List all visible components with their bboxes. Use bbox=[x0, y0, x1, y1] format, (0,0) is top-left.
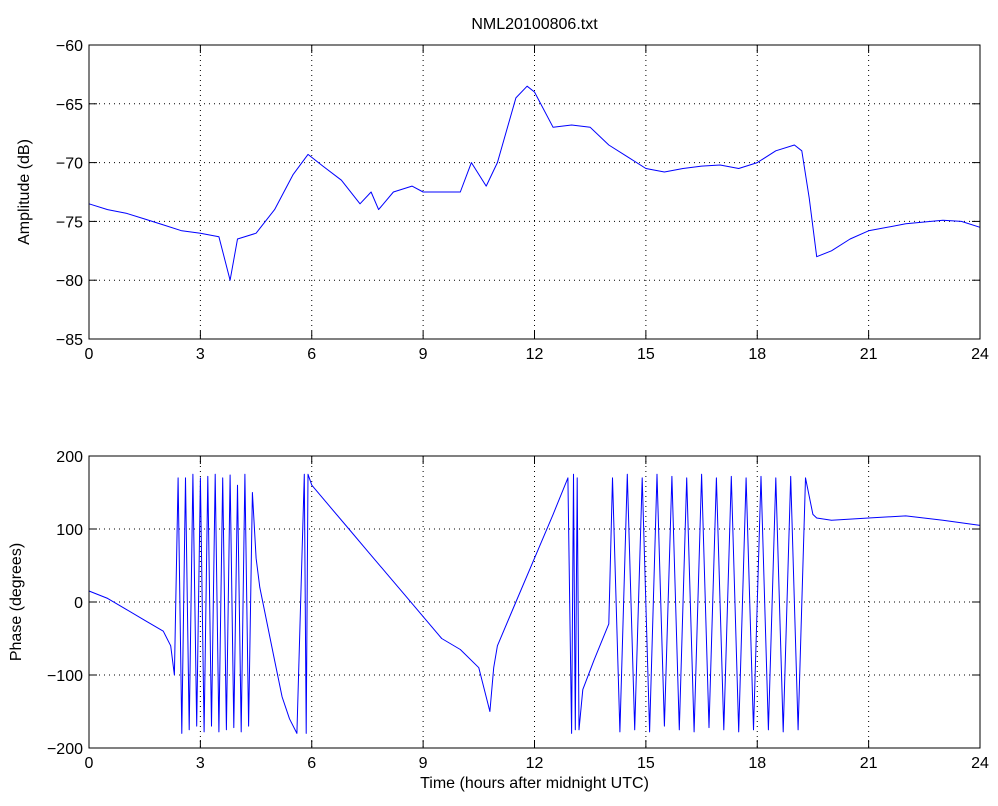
phase-y-tick-label: −100 bbox=[47, 668, 83, 685]
phase-x-tick-label: 0 bbox=[85, 755, 94, 772]
amplitude-y-tick-label: −60 bbox=[56, 38, 83, 55]
phase-y-tick-label: 0 bbox=[74, 595, 83, 612]
phase-x-tick-label: 24 bbox=[971, 755, 989, 772]
amplitude-series-line bbox=[88, 85, 981, 281]
amplitude-x-tick-label: 12 bbox=[526, 346, 544, 363]
amplitude-x-tick-label: 24 bbox=[971, 346, 989, 363]
phase-x-tick-label: 15 bbox=[637, 755, 655, 772]
amplitude-x-tick-label: 21 bbox=[860, 346, 878, 363]
amplitude-y-tick-label: −85 bbox=[56, 332, 83, 349]
phase-x-axis-label: Time (hours after midnight UTC) bbox=[420, 775, 649, 792]
phase-y-tick-label: −200 bbox=[47, 741, 83, 758]
phase-x-tick-label: 3 bbox=[196, 755, 205, 772]
amplitude-x-tick-label: 3 bbox=[196, 346, 205, 363]
amplitude-y-tick-label: −70 bbox=[56, 156, 83, 173]
figure-title: NML20100806.txt bbox=[471, 16, 598, 33]
phase-x-tick-label: 9 bbox=[419, 755, 428, 772]
phase-x-tick-label: 12 bbox=[526, 755, 544, 772]
amplitude-x-tick-label: 9 bbox=[419, 346, 428, 363]
amplitude-y-tick-label: −65 bbox=[56, 97, 83, 114]
phase-series-line bbox=[88, 473, 981, 734]
amplitude-x-tick-label: 0 bbox=[85, 346, 94, 363]
amplitude-y-axis-label: Amplitude (dB) bbox=[16, 139, 33, 245]
phase-y-axis-label: Phase (degrees) bbox=[8, 543, 25, 661]
amplitude-x-tick-label: 15 bbox=[637, 346, 655, 363]
amplitude-plot-area bbox=[89, 45, 980, 339]
phase-panel: 0 3 6 9 12 15 18 21 24 −200 −100 0 100 200 Phase (degr… bbox=[8, 449, 989, 792]
amplitude-y-tick-label: −75 bbox=[56, 214, 83, 231]
amplitude-x-tick-label: 6 bbox=[307, 346, 316, 363]
phase-x-tick-label: 6 bbox=[307, 755, 316, 772]
phase-y-tick-label: 100 bbox=[56, 522, 83, 539]
amplitude-y-tick-label: −80 bbox=[56, 273, 83, 290]
amplitude-panel: 0 3 6 9 12 15 18 21 24 −85 −80 −75 −70 −65 −60 Amplitud… bbox=[16, 38, 989, 363]
phase-x-tick-label: 18 bbox=[748, 755, 766, 772]
phase-y-tick-label: 200 bbox=[56, 449, 83, 466]
amplitude-x-tick-label: 18 bbox=[748, 346, 766, 363]
phase-x-tick-label: 21 bbox=[860, 755, 878, 772]
